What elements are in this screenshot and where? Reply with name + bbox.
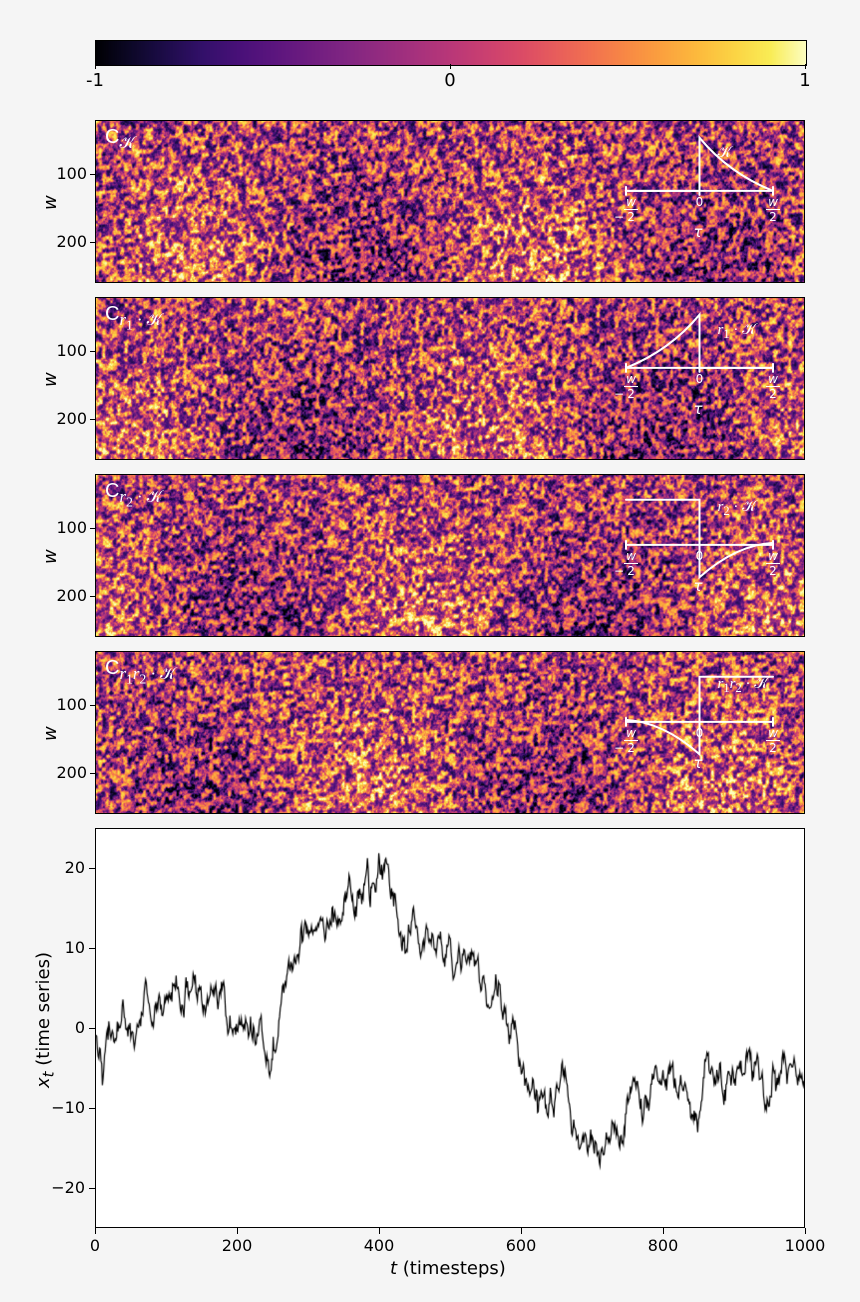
inset-kernel-label-3: r1r2 · 𝒦 <box>718 675 769 696</box>
inset-tau-1: τ <box>694 400 703 418</box>
inset-kernel-label-2: r2 · 𝒦 <box>718 498 757 519</box>
inset-kernel-label-1: r1 · 𝒦 <box>718 321 757 342</box>
inset-tick-0-1: 0 <box>686 195 714 209</box>
ts-xtick: 200 <box>212 1236 262 1255</box>
heatmap-ytick-3: 100 <box>56 695 87 714</box>
inset-tick-1-0: −w2 <box>612 372 640 401</box>
heatmap-ytick-0: 200 <box>56 232 87 251</box>
inset-tick-1-1: 0 <box>686 372 714 386</box>
inset-tick-2-1: 0 <box>686 549 714 563</box>
ts-xtick: 400 <box>354 1236 404 1255</box>
ts-ytick: 0 <box>75 1018 85 1037</box>
ts-xlabel: t (timesteps) <box>390 1258 506 1279</box>
heatmap-ylabel-1: w <box>40 372 61 387</box>
colorbar-tick-label: 0 <box>430 70 470 91</box>
heatmap-ytick-3: 200 <box>56 763 87 782</box>
heatmap-panel-label-2: Cr2 · 𝒦 <box>105 480 162 511</box>
ts-ytick: −20 <box>51 1178 85 1197</box>
inset-kernel-label-0: 𝒦 <box>718 144 732 162</box>
heatmap-ytick-1: 100 <box>56 341 87 360</box>
figure-root: -101w100200C𝒦−w20w2τ𝒦w100200Cr1 · 𝒦−w20w… <box>0 0 860 1302</box>
ts-xtick: 800 <box>638 1236 688 1255</box>
inset-tau-0: τ <box>694 223 703 241</box>
heatmap-ylabel-0: w <box>40 195 61 210</box>
inset-tick-3-2: w2 <box>759 726 787 755</box>
inset-tick-0-2: w2 <box>759 195 787 224</box>
inset-tick-3-0: −w2 <box>612 726 640 755</box>
heatmap-panel-label-1: Cr1 · 𝒦 <box>105 303 162 334</box>
ts-ytick: 10 <box>65 938 85 957</box>
inset-tick-2-0: −w2 <box>612 549 640 578</box>
inset-tick-1-2: w2 <box>759 372 787 401</box>
heatmap-ytick-1: 200 <box>56 409 87 428</box>
ts-ytick: 20 <box>65 858 85 877</box>
inset-tick-2-2: w2 <box>759 549 787 578</box>
ts-xtick: 0 <box>70 1236 120 1255</box>
colorbar-tick-label: -1 <box>75 70 115 91</box>
ts-xtick: 600 <box>496 1236 546 1255</box>
inset-tau-3: τ <box>694 754 703 772</box>
ts-ylabel: xt (time series) <box>33 952 58 1088</box>
heatmap-ytick-0: 100 <box>56 164 87 183</box>
inset-tick-3-1: 0 <box>686 726 714 740</box>
inset-tick-0-0: −w2 <box>612 195 640 224</box>
heatmap-panel-label-0: C𝒦 <box>105 126 135 153</box>
heatmap-ylabel-3: w <box>40 726 61 741</box>
inset-tau-2: τ <box>694 577 703 595</box>
heatmap-ytick-2: 200 <box>56 586 87 605</box>
colorbar <box>95 40 807 66</box>
heatmap-ylabel-2: w <box>40 549 61 564</box>
heatmap-ytick-2: 100 <box>56 518 87 537</box>
ts-ytick: −10 <box>51 1098 85 1117</box>
timeseries-panel <box>95 828 805 1228</box>
ts-xtick: 1000 <box>780 1236 830 1255</box>
heatmap-panel-label-3: Cr1r2 · 𝒦 <box>105 657 176 688</box>
colorbar-tick-label: 1 <box>785 70 825 91</box>
